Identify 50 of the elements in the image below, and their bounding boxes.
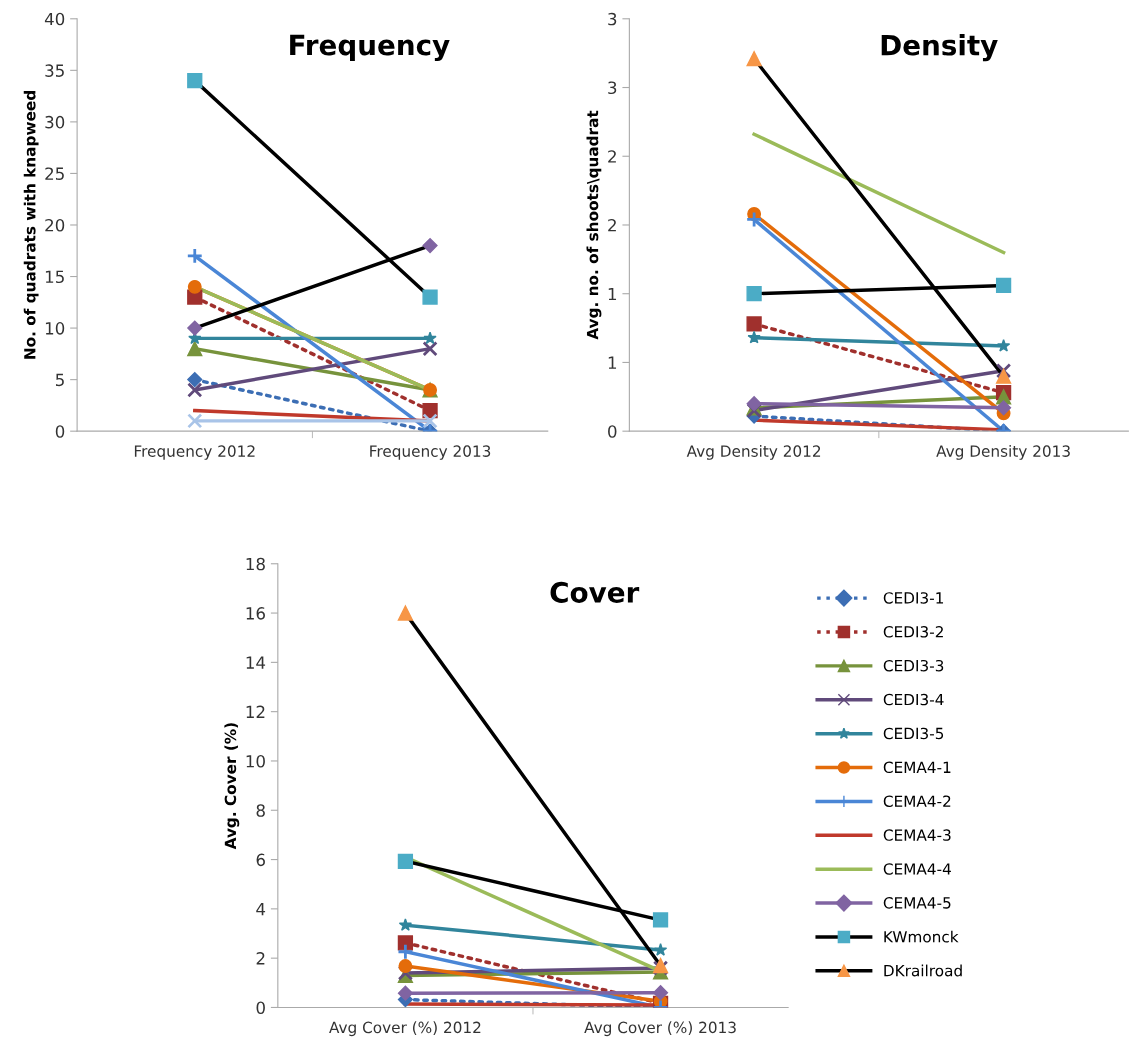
x-tick-label: Frequency 2013	[370, 445, 491, 460]
legend-label: KWmonck	[884, 930, 959, 943]
x-tick-label: Avg Cover (%) 2012	[329, 1021, 481, 1037]
y-tick-label: 30	[45, 115, 65, 129]
y-tick-label: 16	[246, 607, 265, 620]
legend-label: CEMA4-3	[883, 829, 951, 841]
legend-label: CEMA4-4	[883, 863, 951, 875]
legend-label: DKrailroad	[884, 964, 962, 977]
y-tick-label: 0	[608, 425, 617, 438]
y-tick-label: 2	[256, 952, 265, 965]
x-tick-label: Avg Cover (%) 2013	[584, 1021, 736, 1037]
y-tick-label: 0	[55, 425, 65, 438]
legend-label: CEDI3-2	[883, 626, 943, 638]
y-tick-label: 1	[608, 287, 617, 301]
legend-label: CEDI3-4	[883, 693, 944, 706]
y-tick-label: 1	[608, 356, 617, 369]
legend-label: CEMA4-1	[883, 761, 951, 774]
x-tick-label: Avg Density 2012	[686, 445, 821, 460]
y-tick-label: 6	[256, 853, 265, 867]
legend-label: CEDI3-1	[883, 592, 944, 604]
y-tick-label: 2	[608, 150, 616, 163]
y-tick-label: 0	[256, 1001, 265, 1015]
y-tick-label: 25	[45, 167, 64, 180]
y-axis-title: No. of quadrats with knapweed	[23, 91, 39, 359]
y-tick-label: 4	[256, 903, 266, 916]
y-tick-label: 2	[608, 218, 616, 232]
legend-label: CEMA4-2	[883, 795, 951, 807]
y-tick-label: 18	[246, 557, 265, 571]
y-tick-label: 14	[246, 656, 266, 669]
x-tick-label: Frequency 2012	[134, 445, 255, 460]
y-axis-title: Avg. Cover (%)	[224, 723, 240, 850]
y-tick-label: 20	[45, 218, 65, 232]
y-tick-label: 8	[256, 804, 265, 817]
y-tick-label: 10	[246, 754, 265, 768]
text: Cover	[550, 581, 640, 603]
y-tick-label: 35	[45, 64, 64, 77]
text: Density	[881, 34, 998, 62]
y-axis-title: Avg. no. of shoots\quadrat	[586, 110, 602, 340]
y-tick-label: 15	[45, 270, 64, 284]
text: Frequency	[290, 34, 450, 62]
y-tick-label: 3	[608, 81, 617, 95]
legend-label: CEDI3-5	[883, 727, 944, 740]
y-tick-label: 10	[45, 322, 65, 335]
legend-label: CEMA4-5	[883, 897, 951, 909]
y-tick-label: 12	[246, 705, 265, 718]
y-tick-label: 5	[55, 373, 64, 387]
legend-label: CEDI3-3	[883, 659, 944, 672]
x-tick-label: Avg Density 2013	[936, 445, 1070, 460]
y-tick-label: 40	[44, 12, 65, 26]
y-tick-label: 3	[608, 12, 617, 26]
